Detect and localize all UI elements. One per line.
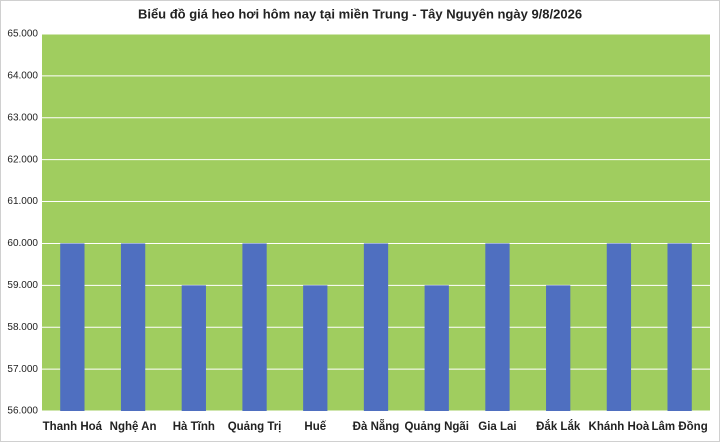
y-tick-label: 56.000 [7, 406, 38, 417]
bar [485, 243, 510, 411]
x-tick-label: Khánh Hoà [589, 421, 650, 433]
x-tick-label: Huế [304, 421, 326, 433]
bar [60, 243, 85, 411]
y-tick-label: 63.000 [7, 112, 38, 123]
bar [546, 285, 571, 411]
bar [363, 243, 389, 411]
y-tick-label: 60.000 [7, 238, 38, 249]
chart-title: Biểu đồ giá heo hơi hôm nay tại miền Tru… [138, 6, 582, 21]
y-tick-label: 64.000 [7, 71, 38, 82]
x-tick-label: Đà Nẵng [353, 420, 400, 433]
y-tick-label: 61.000 [7, 196, 38, 207]
x-tick-label: Hà Tĩnh [173, 421, 215, 433]
y-tick-label: 57.000 [7, 364, 38, 375]
x-tick-label: Đắk Lắk [536, 420, 581, 433]
x-tick-label: Quảng Ngãi [404, 421, 469, 433]
bar [181, 285, 206, 411]
y-tick-label: 62.000 [7, 154, 38, 165]
x-tick-label: Lâm Đồng [652, 421, 708, 433]
bar [120, 243, 146, 411]
bar [424, 285, 449, 411]
bar [606, 243, 632, 411]
y-tick-label: 65.000 [7, 29, 38, 40]
x-tick-label: Thanh Hoá [43, 421, 103, 433]
x-tick-label: Gia Lai [478, 421, 516, 433]
bar [303, 285, 328, 411]
bar [242, 243, 267, 411]
y-tick-label: 59.000 [7, 280, 38, 291]
x-tick-label: Nghệ An [110, 421, 157, 433]
x-tick-label: Quảng Trị [228, 421, 282, 433]
bar [667, 243, 692, 411]
y-tick-label: 58.000 [7, 322, 38, 333]
